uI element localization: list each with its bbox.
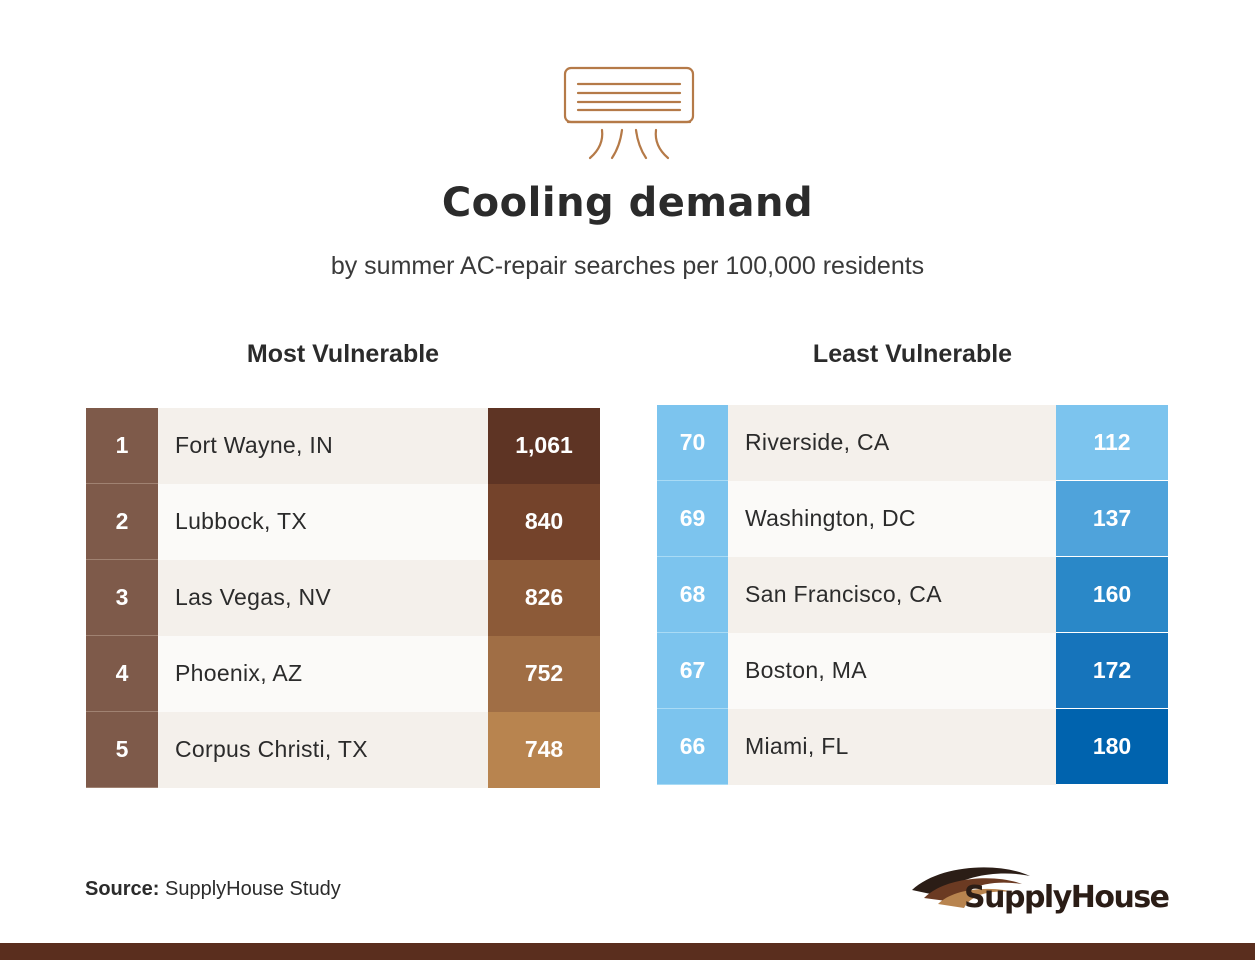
- air-conditioner-icon: [556, 62, 702, 166]
- rank-cell: 5: [86, 711, 158, 788]
- value-cell: 752: [488, 635, 600, 712]
- rank-cell: 2: [86, 483, 158, 560]
- table-row: 68 San Francisco, CA 160: [657, 556, 1168, 633]
- rank-cell: 1: [86, 408, 158, 484]
- page-title: Cooling demand: [441, 180, 814, 226]
- table-row: 66 Miami, FL 180: [657, 708, 1168, 785]
- rank-cell: 70: [657, 405, 728, 481]
- city-cell: Corpus Christi, TX: [158, 711, 488, 788]
- rank-cell: 68: [657, 556, 728, 633]
- table-row: 67 Boston, MA 172: [657, 632, 1168, 709]
- source-text: SupplyHouse Study: [165, 878, 341, 900]
- supplyhouse-logo: [912, 867, 1030, 908]
- rank-cell: 69: [657, 480, 728, 557]
- source-note: Source: SupplyHouse Study: [85, 878, 341, 901]
- table-row: 69 Washington, DC 137: [657, 480, 1168, 557]
- city-cell: Washington, DC: [728, 480, 1056, 557]
- table-row: 4 Phoenix, AZ 752: [86, 635, 600, 712]
- logo-text: SupplyHouse: [964, 880, 1170, 915]
- least-vulnerable-table: 70 Riverside, CA 112 69 Washington, DC 137 68 S…: [657, 405, 1168, 785]
- city-cell: Lubbock, TX: [158, 483, 488, 560]
- city-cell: Fort Wayne, IN: [158, 408, 488, 484]
- value-cell: 180: [1056, 708, 1168, 785]
- rank-cell: 66: [657, 708, 728, 785]
- city-cell: Las Vegas, NV: [158, 559, 488, 636]
- table-row: 3 Las Vegas, NV 826: [86, 559, 600, 636]
- value-cell: 826: [488, 559, 600, 636]
- value-cell: 1,061: [488, 408, 600, 484]
- city-cell: Phoenix, AZ: [158, 635, 488, 712]
- city-cell: San Francisco, CA: [728, 556, 1056, 633]
- source-label: Source:: [85, 878, 160, 900]
- footer-bar: [0, 943, 1255, 960]
- most-vulnerable-heading: Most Vulnerable: [246, 340, 440, 368]
- table-row: 5 Corpus Christi, TX 748: [86, 711, 600, 788]
- page-subtitle: by summer AC-repair searches per 100,000…: [330, 252, 925, 280]
- table-row: 2 Lubbock, TX 840: [86, 483, 600, 560]
- city-cell: Riverside, CA: [728, 405, 1056, 481]
- table-row: 70 Riverside, CA 112: [657, 405, 1168, 481]
- value-cell: 112: [1056, 405, 1168, 481]
- value-cell: 160: [1056, 556, 1168, 633]
- value-cell: 748: [488, 711, 600, 788]
- rank-cell: 4: [86, 635, 158, 712]
- city-cell: Boston, MA: [728, 632, 1056, 709]
- city-cell: Miami, FL: [728, 708, 1056, 785]
- value-cell: 172: [1056, 632, 1168, 709]
- least-vulnerable-heading: Least Vulnerable: [812, 340, 1013, 368]
- rank-cell: 3: [86, 559, 158, 636]
- table-row: 1 Fort Wayne, IN 1,061: [86, 408, 600, 484]
- value-cell: 840: [488, 483, 600, 560]
- rank-cell: 67: [657, 632, 728, 709]
- value-cell: 137: [1056, 480, 1168, 557]
- most-vulnerable-table: 1 Fort Wayne, IN 1,061 2 Lubbock, TX 840 3 Las …: [86, 408, 600, 788]
